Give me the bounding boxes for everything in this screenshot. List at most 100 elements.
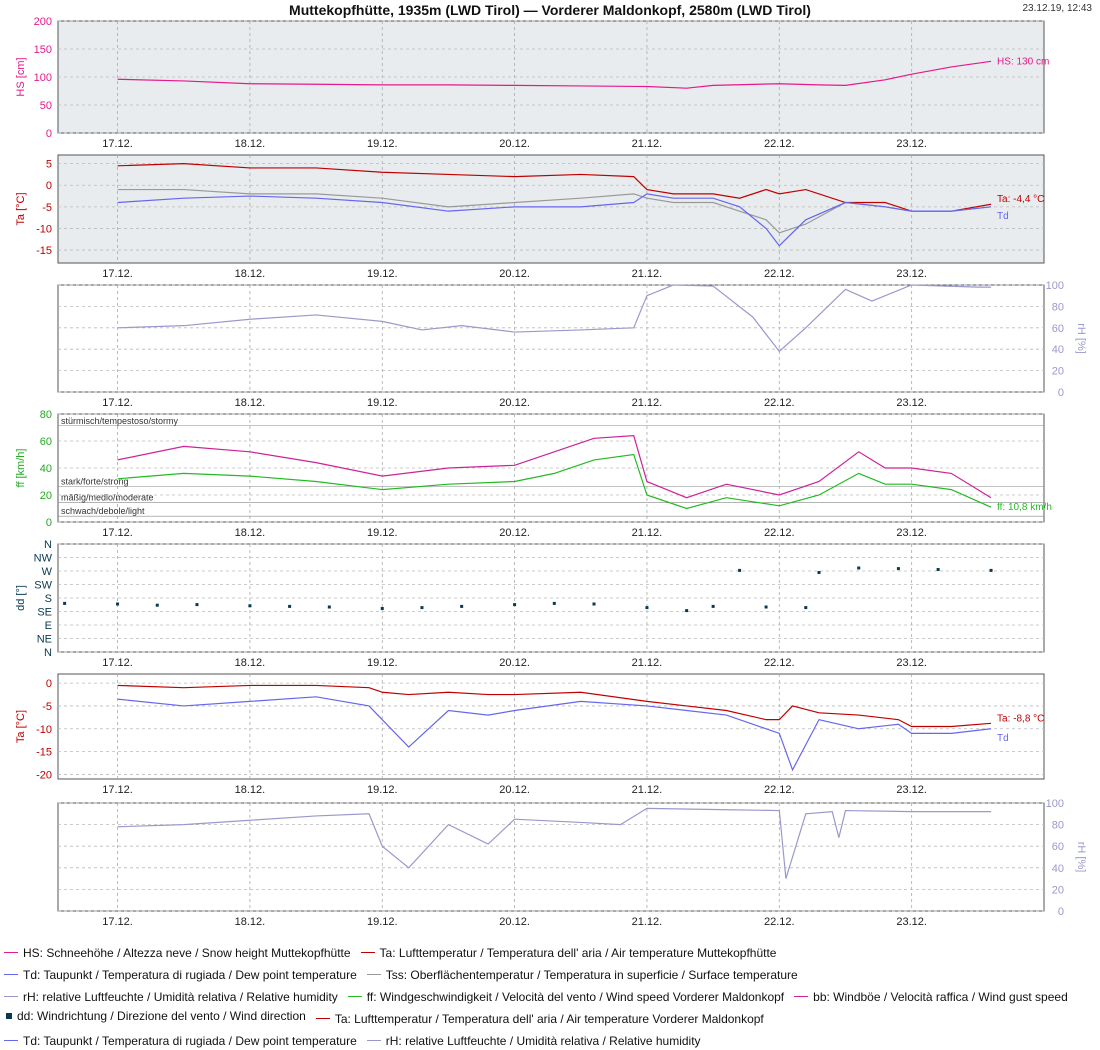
legend-text: dd: Windrichtung / Direzione del vento /… bbox=[17, 1009, 306, 1023]
y-tick-label: SE bbox=[37, 607, 52, 619]
timestamp: 23.12.19, 12:43 bbox=[1022, 3, 1092, 14]
dd-point bbox=[711, 604, 715, 608]
y-tick-label: 20 bbox=[1052, 366, 1064, 378]
dd-point bbox=[592, 602, 596, 606]
x-tick-label: 23.12. bbox=[896, 916, 927, 928]
x-tick-label: 22.12. bbox=[764, 916, 795, 928]
x-tick-label: 22.12. bbox=[764, 268, 795, 280]
plot-area bbox=[57, 802, 1045, 912]
panel-wind: 17.12. 18.12. 19.12. 20.12. 21.12. 22.12. 23.1… bbox=[15, 409, 1052, 539]
y-tick-label: 0 bbox=[46, 678, 52, 690]
x-tick-label: 23.12. bbox=[896, 138, 927, 150]
x-tick-label: 22.12. bbox=[764, 657, 795, 669]
wind-class-label: stark/forte/strong bbox=[61, 477, 129, 487]
x-tick-label: 19.12. bbox=[367, 138, 398, 150]
x-tick-label: 20.12. bbox=[499, 527, 530, 539]
legend-swatch bbox=[794, 996, 809, 997]
y-tick-label: 150 bbox=[34, 44, 52, 56]
x-tick-label: 21.12. bbox=[632, 916, 663, 928]
panel-hs: 17.12. 18.12. 19.12. 20.12. 21.12. 22.12. 23.1… bbox=[15, 16, 1049, 150]
y-tick-label: 0 bbox=[1058, 906, 1064, 918]
y-tick-label: SW bbox=[34, 580, 52, 592]
x-tick-label: 19.12. bbox=[367, 784, 398, 796]
x-tick-label: 22.12. bbox=[764, 397, 795, 409]
dd-point bbox=[896, 567, 900, 571]
legend-text: bb: Windböe / Velocità raffica / Wind gu… bbox=[813, 989, 1068, 1004]
legend-swatch bbox=[6, 1013, 12, 1019]
y-tick-label: 40 bbox=[1052, 863, 1064, 875]
end-label-ta: Ta: -4,4 °C bbox=[997, 194, 1044, 205]
legend-row: Td: Taupunkt / Temperatura di rugiada / … bbox=[4, 1028, 1096, 1050]
x-tick-label: 19.12. bbox=[367, 527, 398, 539]
series-ff bbox=[117, 453, 992, 510]
y-tick-label: 80 bbox=[1052, 301, 1064, 313]
y-tick-label: 20 bbox=[1052, 884, 1064, 896]
y-tick-label: 5 bbox=[46, 159, 52, 171]
wind-class-label: mäßig/medio/moderate bbox=[61, 493, 154, 503]
dd-point bbox=[552, 601, 556, 605]
y-tick-label: -10 bbox=[36, 724, 52, 736]
legend-text: rH: relative Luftfeuchte / Umidità relat… bbox=[23, 989, 338, 1004]
plot-area bbox=[57, 673, 1045, 780]
y-axis-title: rH [%] bbox=[1075, 842, 1087, 873]
x-tick-label: 23.12. bbox=[896, 657, 927, 669]
dd-point bbox=[513, 603, 517, 607]
x-tick-label: 17.12. bbox=[102, 657, 133, 669]
x-tick-label: 20.12. bbox=[499, 657, 530, 669]
wind-class-label: schwach/debole/light bbox=[61, 506, 145, 516]
y-tick-label: -5 bbox=[42, 701, 52, 713]
end-label: HS: 130 cm bbox=[997, 56, 1049, 67]
dd-point bbox=[645, 606, 649, 610]
dd-point bbox=[857, 566, 861, 570]
legend-row: dd: Windrichtung / Direzione del vento /… bbox=[4, 1006, 1096, 1028]
series-td bbox=[117, 193, 992, 247]
dd-point bbox=[327, 605, 331, 609]
x-tick-label: 22.12. bbox=[764, 527, 795, 539]
legend-text: Tss: Oberflächentemperatur / Temperatura… bbox=[385, 967, 798, 982]
series-rh bbox=[117, 284, 992, 353]
legend-row: HS: Schneehöhe / Altezza neve / Snow hei… bbox=[4, 940, 1096, 962]
series-hs bbox=[117, 60, 992, 89]
y-tick-label: 100 bbox=[1046, 798, 1064, 810]
y-tick-label: -5 bbox=[42, 202, 52, 214]
legend: HS: Schneehöhe / Altezza neve / Snow hei… bbox=[4, 940, 1096, 1050]
y-tick-label: 0 bbox=[46, 128, 52, 140]
legend-row: rH: relative Luftfeuchte / Umidità relat… bbox=[4, 984, 1096, 1006]
y-tick-label: -20 bbox=[36, 769, 52, 781]
x-tick-label: 23.12. bbox=[896, 527, 927, 539]
x-tick-label: 18.12. bbox=[235, 138, 266, 150]
x-tick-label: 21.12. bbox=[632, 784, 663, 796]
legend-swatch bbox=[4, 952, 18, 953]
y-tick-label: -15 bbox=[36, 747, 52, 759]
panel-ta2: 17.12. 18.12. 19.12. 20.12. 21.12. 22.12. 23.1… bbox=[15, 673, 1045, 796]
x-tick-label: 23.12. bbox=[896, 784, 927, 796]
y-tick-label: 80 bbox=[40, 409, 52, 421]
y-axis-title: rH [%] bbox=[1075, 323, 1087, 354]
y-tick-label: 80 bbox=[1052, 820, 1064, 832]
legend-swatch bbox=[366, 974, 381, 975]
legend-item-ta: Ta: Lufttemperatur / Temperatura dell' a… bbox=[315, 1010, 764, 1028]
y-tick-label: NW bbox=[34, 553, 53, 565]
legend-text: rH: relative Luftfeuchte / Umidità relat… bbox=[385, 1033, 701, 1048]
x-tick-label: 17.12. bbox=[102, 397, 133, 409]
y-tick-label: 20 bbox=[40, 490, 52, 502]
series-td bbox=[117, 696, 992, 772]
x-tick-label: 19.12. bbox=[367, 657, 398, 669]
y-tick-label: 100 bbox=[1046, 280, 1064, 292]
x-tick-label: 17.12. bbox=[102, 268, 133, 280]
x-tick-label: 17.12. bbox=[102, 527, 133, 539]
y-tick-label: 200 bbox=[34, 16, 52, 28]
panel-ta1: 17.12. 18.12. 19.12. 20.12. 21.12. 22.12. 23.1… bbox=[15, 154, 1045, 280]
x-tick-label: 23.12. bbox=[896, 397, 927, 409]
x-tick-label: 21.12. bbox=[632, 527, 663, 539]
dd-point bbox=[155, 603, 159, 607]
y-axis-title: dd [°] bbox=[15, 585, 27, 611]
y-tick-label: N bbox=[44, 647, 52, 659]
end-label: ff: 10,8 km/h bbox=[997, 502, 1052, 513]
series-ta bbox=[117, 684, 992, 728]
dd-point bbox=[195, 603, 199, 607]
y-tick-label: 100 bbox=[34, 72, 52, 84]
plot-area bbox=[57, 284, 1045, 393]
y-tick-label: E bbox=[45, 620, 52, 632]
x-tick-label: 18.12. bbox=[235, 397, 266, 409]
